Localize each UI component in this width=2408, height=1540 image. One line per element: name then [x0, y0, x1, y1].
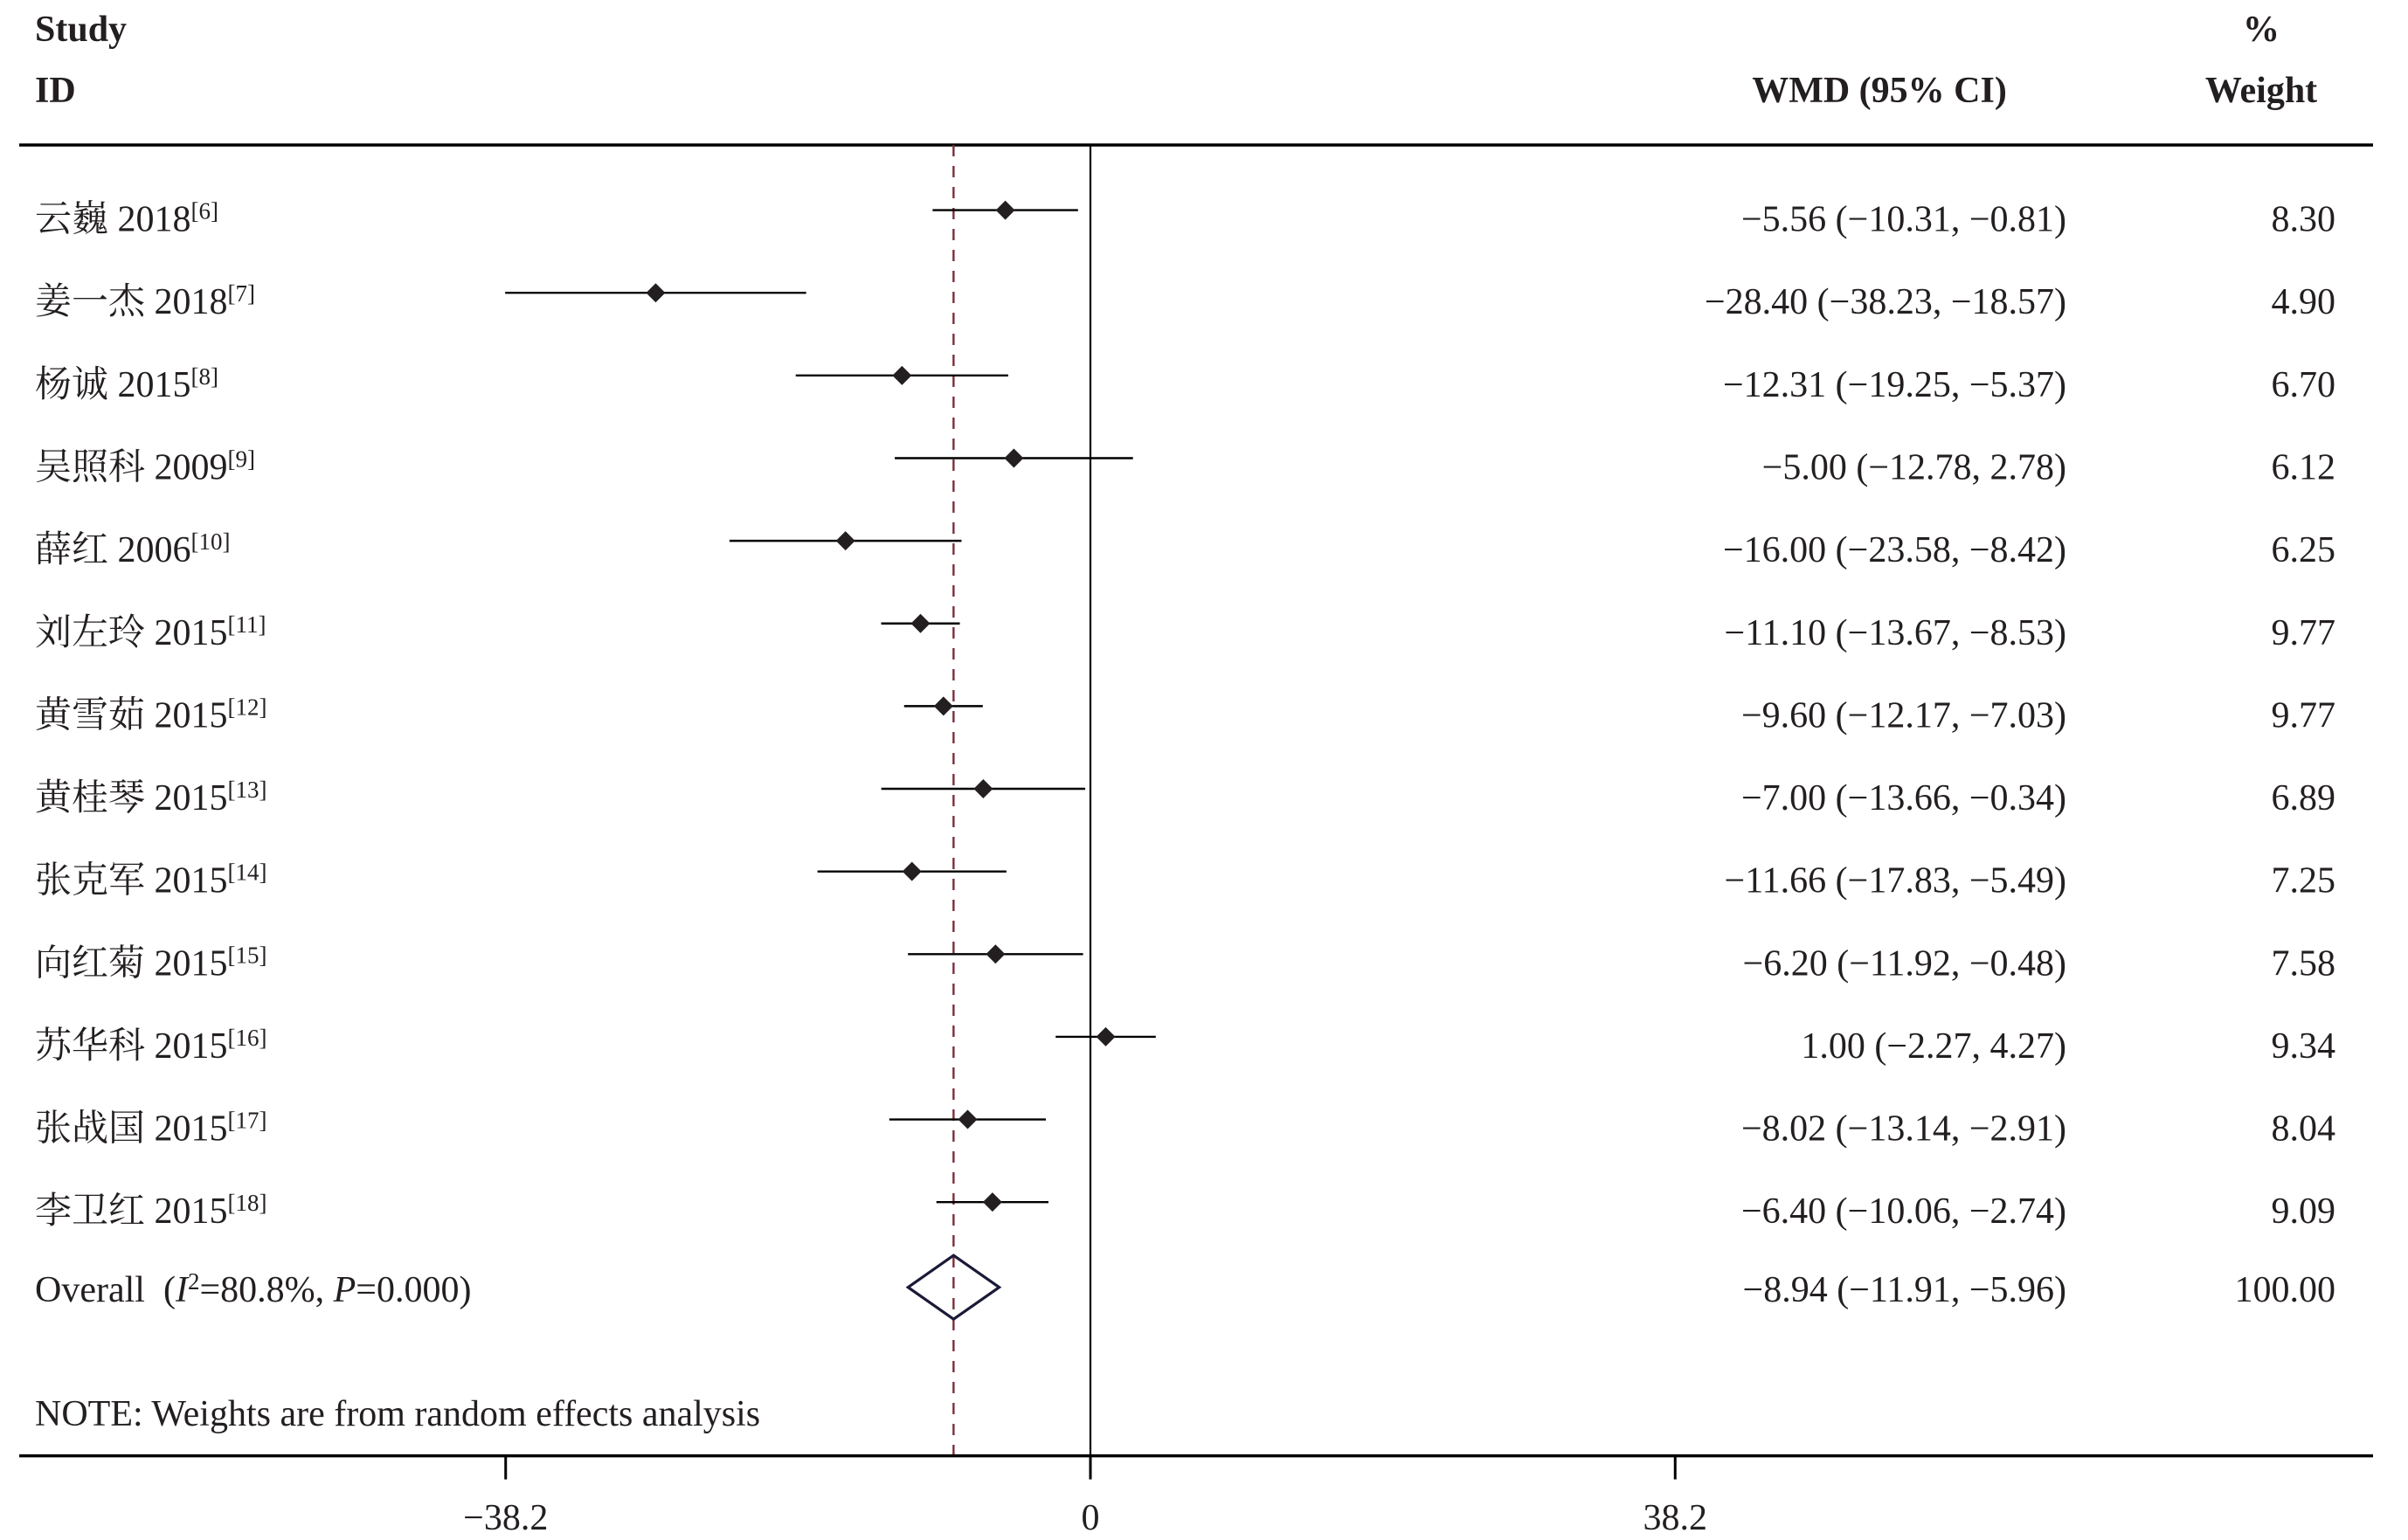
svg-text:9.09: 9.09 — [2272, 1191, 2336, 1232]
svg-text:姜一杰 2018[7]: 姜一杰 2018[7] — [35, 280, 255, 322]
svg-text:−8.02 (−13.14, −2.91): −8.02 (−13.14, −2.91) — [1741, 1109, 2066, 1150]
svg-text:9.77: 9.77 — [2272, 613, 2336, 653]
svg-text:4.90: 4.90 — [2272, 282, 2336, 322]
svg-text:8.04: 8.04 — [2272, 1109, 2336, 1150]
svg-text:7.58: 7.58 — [2272, 943, 2336, 984]
svg-text:Weight: Weight — [2205, 71, 2317, 111]
svg-text:ID: ID — [35, 71, 76, 111]
svg-text:100.00: 100.00 — [2235, 1270, 2336, 1310]
svg-text:6.89: 6.89 — [2272, 778, 2336, 818]
svg-text:−28.40 (−38.23, −18.57): −28.40 (−38.23, −18.57) — [1705, 282, 2066, 322]
svg-text:杨诚 2015[8]: 杨诚 2015[8] — [35, 363, 218, 405]
svg-text:−11.10 (−13.67, −8.53): −11.10 (−13.67, −8.53) — [1725, 613, 2066, 653]
svg-text:WMD (95% CI): WMD (95% CI) — [1752, 71, 2007, 111]
svg-text:−16.00 (−23.58, −8.42): −16.00 (−23.58, −8.42) — [1723, 530, 2066, 570]
svg-text:−5.56 (−10.31, −0.81): −5.56 (−10.31, −0.81) — [1741, 200, 2066, 240]
svg-text:−7.00 (−13.66, −0.34): −7.00 (−13.66, −0.34) — [1741, 778, 2066, 818]
svg-text:NOTE: Weights are from random: NOTE: Weights are from random effects an… — [35, 1394, 760, 1434]
svg-text:6.25: 6.25 — [2272, 530, 2336, 570]
svg-text:0: 0 — [1082, 1498, 1100, 1536]
svg-text:8.30: 8.30 — [2272, 200, 2336, 240]
svg-text:吴照科 2009[9]: 吴照科 2009[9] — [35, 446, 255, 488]
svg-text:−6.40 (−10.06, −2.74): −6.40 (−10.06, −2.74) — [1741, 1191, 2066, 1232]
svg-text:7.25: 7.25 — [2272, 861, 2336, 901]
svg-text:9.77: 9.77 — [2272, 695, 2336, 735]
svg-text:−12.31 (−19.25, −5.37): −12.31 (−19.25, −5.37) — [1723, 365, 2066, 405]
svg-text:6.12: 6.12 — [2272, 448, 2336, 488]
svg-text:−5.00 (−12.78, 2.78): −5.00 (−12.78, 2.78) — [1762, 448, 2066, 488]
svg-text:Overall (I2=80.8%, P=0.000): Overall (I2=80.8%, P=0.000) — [35, 1268, 471, 1310]
svg-text:6.70: 6.70 — [2272, 365, 2336, 405]
svg-text:−6.20 (−11.92, −0.48): −6.20 (−11.92, −0.48) — [1743, 943, 2066, 984]
svg-text:9.34: 9.34 — [2272, 1026, 2336, 1067]
svg-text:1.00 (−2.27, 4.27): 1.00 (−2.27, 4.27) — [1801, 1026, 2066, 1067]
svg-text:%: % — [2243, 10, 2280, 50]
svg-text:38.2: 38.2 — [1643, 1498, 1708, 1536]
svg-text:−8.94 (−11.91, −5.96): −8.94 (−11.91, −5.96) — [1743, 1270, 2066, 1310]
svg-text:−9.60 (−12.17, −7.03): −9.60 (−12.17, −7.03) — [1741, 695, 2066, 735]
svg-text:Study: Study — [35, 10, 127, 50]
svg-text:云巍 2018[6]: 云巍 2018[6] — [35, 198, 218, 240]
svg-text:−11.66 (−17.83, −5.49): −11.66 (−17.83, −5.49) — [1725, 861, 2066, 901]
svg-text:−38.2: −38.2 — [463, 1498, 548, 1536]
